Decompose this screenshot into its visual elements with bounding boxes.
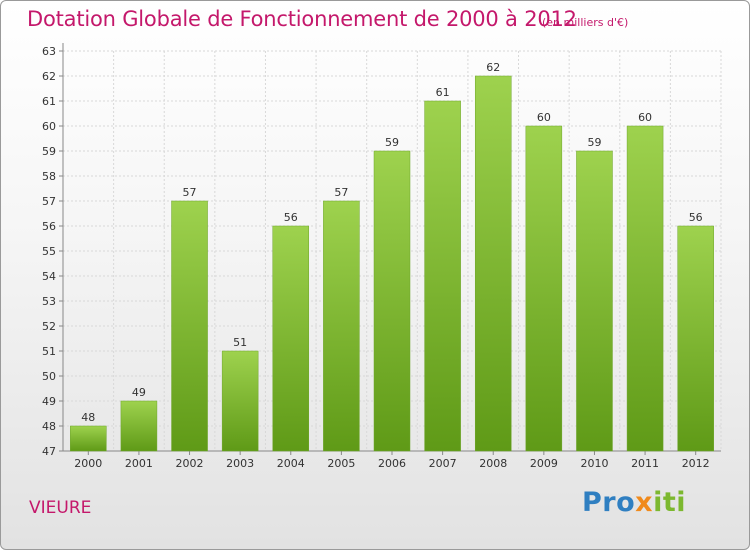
bar-2012 <box>677 225 714 452</box>
data-label-2008: 62 <box>486 61 500 74</box>
y-tick-label: 60 <box>42 120 56 133</box>
data-label-2002: 57 <box>183 186 197 199</box>
x-tick-label-2007: 2007 <box>429 457 457 470</box>
y-tick-label: 48 <box>42 420 56 433</box>
x-tick-label-2001: 2001 <box>125 457 153 470</box>
bars <box>70 75 714 452</box>
y-tick-label: 59 <box>42 145 56 158</box>
logo-part-2: x <box>635 487 654 518</box>
bar-2001 <box>120 400 158 452</box>
data-label-2003: 51 <box>233 336 247 349</box>
x-tick-label-2010: 2010 <box>580 457 608 470</box>
data-label-2009: 60 <box>537 111 551 124</box>
labels: 47 48 49 50 51 52 53 54 55 56 57 58 59 60 61 62 63 48 2000… <box>42 45 710 470</box>
x-tick-label-2005: 2005 <box>327 457 355 470</box>
bar-2002 <box>171 200 208 452</box>
bar-2005 <box>323 200 360 452</box>
proxiti-logo: Proxiti <box>582 487 686 518</box>
x-tick-label-2006: 2006 <box>378 457 406 470</box>
data-label-2001: 49 <box>132 386 146 399</box>
y-tick-label: 52 <box>42 320 56 333</box>
bar-2006 <box>373 150 411 452</box>
y-tick-label: 63 <box>42 45 56 58</box>
data-label-2010: 59 <box>587 136 601 149</box>
x-tick-label-2003: 2003 <box>226 457 254 470</box>
y-tick-label: 53 <box>42 295 56 308</box>
x-tick-label-2012: 2012 <box>682 457 710 470</box>
y-tick-label: 58 <box>42 170 56 183</box>
chart-title: Dotation Globale de Fonctionnement de 20… <box>27 7 577 31</box>
data-label-2007: 61 <box>436 86 450 99</box>
x-tick-label-2000: 2000 <box>74 457 102 470</box>
x-tick-label-2002: 2002 <box>176 457 204 470</box>
y-tick-label: 49 <box>42 395 56 408</box>
y-tick-label: 57 <box>42 195 56 208</box>
x-tick-label-2004: 2004 <box>277 457 305 470</box>
y-tick-label: 62 <box>42 70 56 83</box>
chart-unit-label: (en milliers d'€) <box>542 16 629 29</box>
y-tick-label: 50 <box>42 370 56 383</box>
data-label-2006: 59 <box>385 136 399 149</box>
bar-2011 <box>626 125 664 452</box>
bar-2008 <box>474 75 512 452</box>
y-tick-label: 56 <box>42 220 56 233</box>
y-tick-label: 54 <box>42 270 56 283</box>
x-tick-label-2011: 2011 <box>631 457 659 470</box>
x-tick-label-2009: 2009 <box>530 457 558 470</box>
commune-name: VIEURE <box>29 498 92 518</box>
y-tick-label: 55 <box>42 245 56 258</box>
data-label-2012: 56 <box>689 211 703 224</box>
bar-2009 <box>525 125 563 452</box>
data-label-2005: 57 <box>334 186 348 199</box>
data-label-2000: 48 <box>81 411 95 424</box>
x-tick-label-2008: 2008 <box>479 457 507 470</box>
bar-2003 <box>221 350 259 452</box>
bar-2010 <box>576 150 613 452</box>
data-label-2004: 56 <box>284 211 298 224</box>
logo-part-3: iti <box>653 487 686 518</box>
y-tick-label: 61 <box>42 95 56 108</box>
bar-2004 <box>272 225 310 452</box>
y-tick-label: 51 <box>42 345 56 358</box>
y-tick-label: 47 <box>42 445 56 458</box>
data-label-2011: 60 <box>638 111 652 124</box>
bar-2007 <box>424 100 461 452</box>
logo-part-1: Pro <box>582 487 636 518</box>
bar-2000 <box>70 425 107 452</box>
